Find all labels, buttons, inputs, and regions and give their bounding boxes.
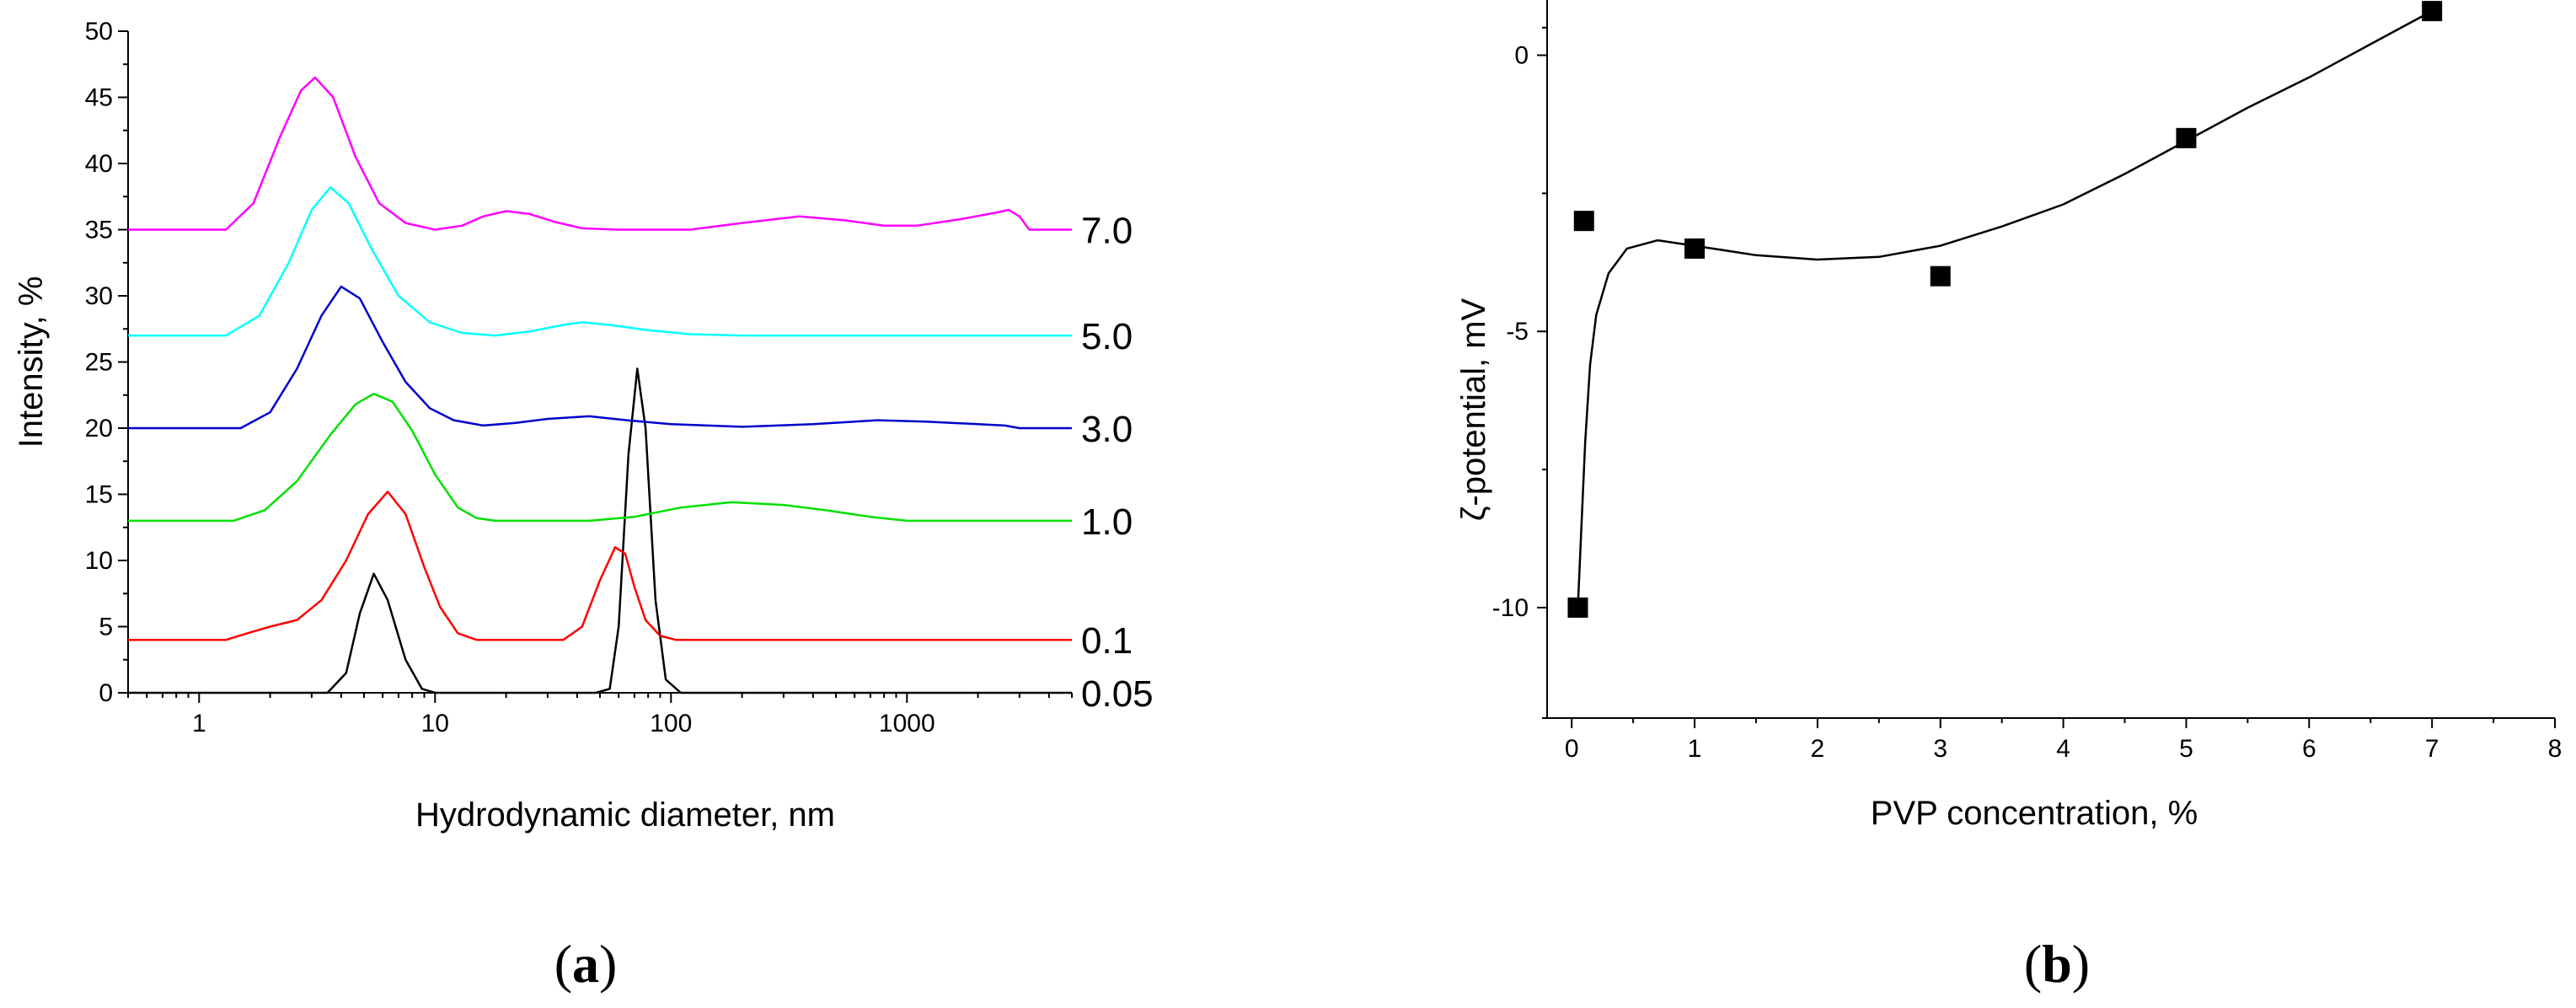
x-tick-label: 2 bbox=[1811, 735, 1825, 763]
chart-b-zeta-potential: 0 1 2 3 4 5 6 7 8 0 -5 -10 PVP concentration, % ζ-pot… bbox=[1455, 0, 2562, 994]
y-tick-label: 45 bbox=[85, 84, 113, 112]
series-line-3-0 bbox=[128, 285, 1072, 430]
series-label: 0.05 bbox=[1081, 673, 1154, 715]
chart-a-intensity-distribution: 0 5 10 15 20 25 30 35 40 45 50 1 10 100 1000 0.05 0.1 1.0… bbox=[13, 18, 1154, 994]
x-tick-label: 0 bbox=[1565, 735, 1579, 763]
y-tick-label: 0 bbox=[1514, 42, 1529, 70]
y-tick-label: 15 bbox=[85, 481, 113, 509]
y-tick-label: -5 bbox=[1506, 318, 1529, 346]
y-tick-label: 30 bbox=[85, 282, 113, 310]
data-point-marker bbox=[1567, 597, 1588, 618]
x-tick-label: 4 bbox=[2056, 735, 2070, 763]
series-line-0-1 bbox=[128, 491, 1072, 641]
series-label: 7.0 bbox=[1081, 211, 1133, 252]
y-tick-label: 40 bbox=[85, 150, 113, 178]
fit-curve bbox=[1577, 9, 2433, 608]
x-tick-label: 7 bbox=[2425, 735, 2439, 763]
y-tick-label: 10 bbox=[85, 547, 113, 575]
data-point-marker bbox=[1573, 211, 1594, 232]
series-line-0-05 bbox=[128, 367, 1072, 694]
y-tick-label: 0 bbox=[99, 679, 113, 707]
panel-label-a: (a) bbox=[554, 934, 618, 994]
y-axis-title: Intensity, % bbox=[13, 276, 50, 448]
series-label: 3.0 bbox=[1081, 409, 1133, 450]
data-point-marker bbox=[1930, 265, 1951, 287]
data-point-marker bbox=[2422, 1, 2443, 22]
x-tick-label: 5 bbox=[2179, 735, 2193, 763]
x-tick-label: 6 bbox=[2302, 735, 2316, 763]
series-label: 0.1 bbox=[1081, 620, 1133, 662]
y-tick-label: 5 bbox=[99, 614, 113, 641]
y-tick-label: 50 bbox=[85, 18, 113, 46]
data-point-marker bbox=[1684, 238, 1706, 259]
y-tick-label: 25 bbox=[85, 349, 113, 377]
data-point-marker bbox=[2176, 127, 2197, 148]
y-tick-label: -10 bbox=[1492, 594, 1529, 622]
x-tick-label: 3 bbox=[1933, 735, 1947, 763]
y-tick-label: 20 bbox=[85, 415, 113, 442]
x-tick-label: 10 bbox=[421, 710, 449, 737]
x-tick-label: 1000 bbox=[879, 710, 935, 737]
series-line-7-0 bbox=[128, 76, 1072, 231]
panel-label-b: (b) bbox=[2024, 934, 2090, 994]
x-tick-label: 8 bbox=[2548, 735, 2563, 763]
y-tick-label: 35 bbox=[85, 217, 113, 244]
x-tick-label: 1 bbox=[192, 710, 206, 737]
series-line-1-0 bbox=[128, 392, 1072, 523]
x-axis-title: Hydrodynamic diameter, nm bbox=[415, 796, 835, 834]
series-label: 5.0 bbox=[1081, 316, 1133, 357]
x-tick-label: 100 bbox=[650, 710, 692, 737]
series-line-5-0 bbox=[128, 186, 1072, 337]
series-label: 1.0 bbox=[1081, 501, 1133, 543]
x-axis-title: PVP concentration, % bbox=[1871, 795, 2198, 832]
y-axis-title: ζ-potential, mV bbox=[1455, 298, 1492, 521]
x-tick-label: 1 bbox=[1688, 735, 1702, 763]
